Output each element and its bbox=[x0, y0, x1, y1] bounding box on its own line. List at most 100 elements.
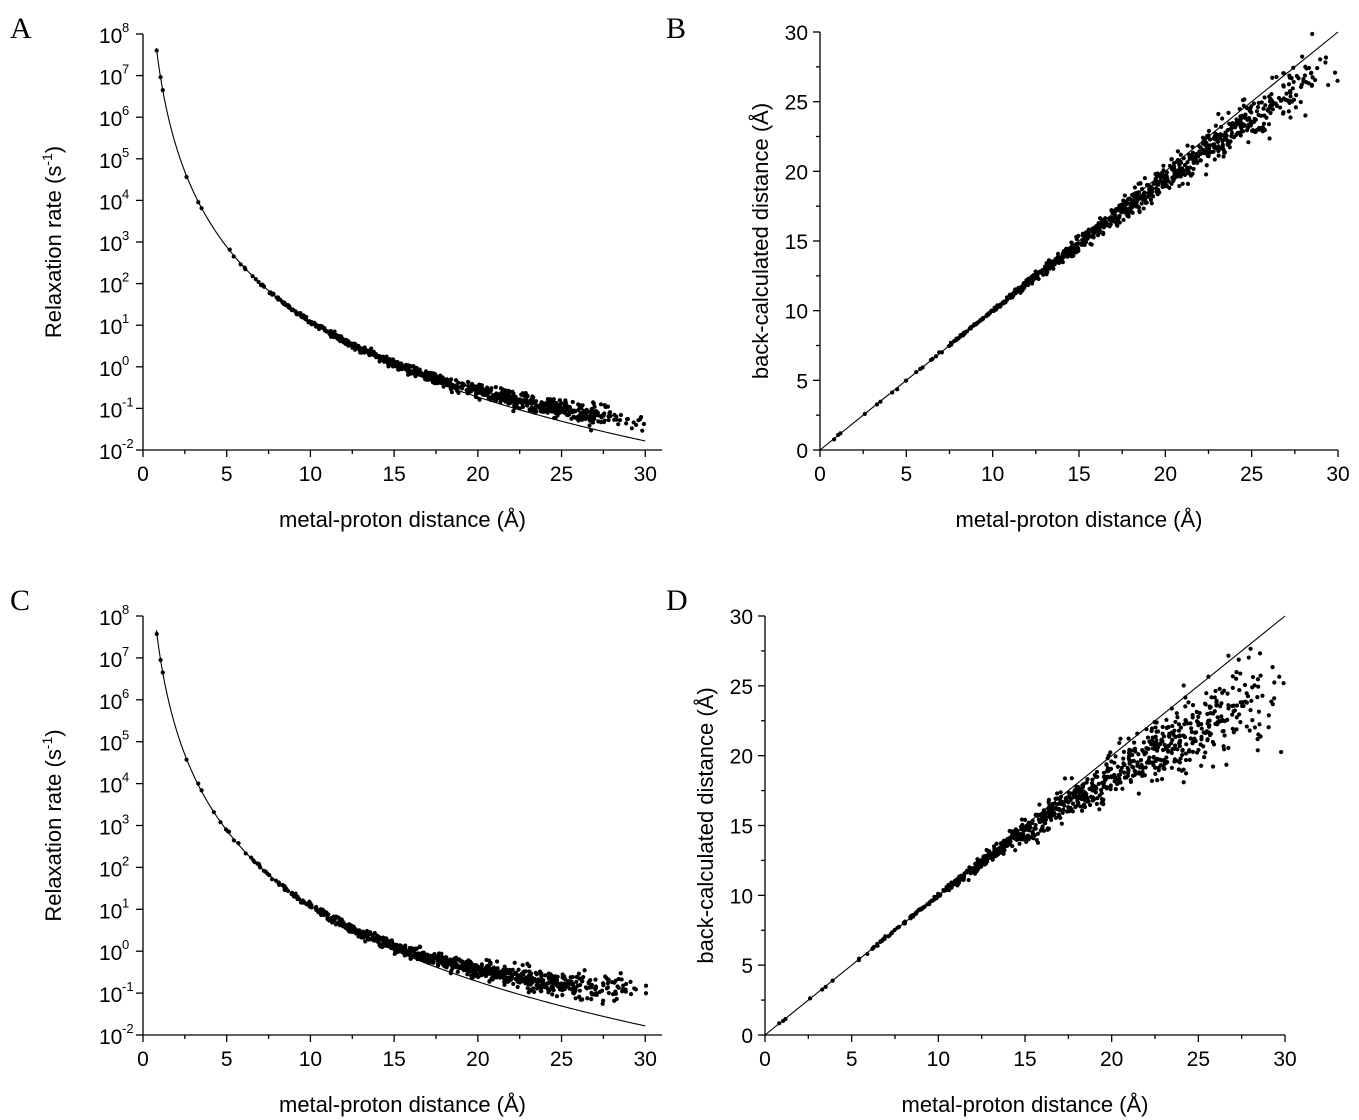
data-point bbox=[1097, 228, 1102, 233]
data-point bbox=[411, 953, 416, 959]
data-point bbox=[560, 992, 565, 998]
y-tick-base: 10 bbox=[99, 691, 122, 714]
data-point bbox=[1025, 835, 1030, 840]
data-point bbox=[437, 960, 442, 965]
data-point bbox=[577, 994, 582, 999]
data-point bbox=[1169, 765, 1174, 771]
data-point bbox=[365, 932, 370, 938]
data-point bbox=[455, 969, 460, 975]
data-point bbox=[1015, 831, 1020, 836]
data-point bbox=[1204, 691, 1209, 696]
data-point bbox=[601, 981, 606, 986]
data-point bbox=[569, 987, 574, 992]
data-point bbox=[614, 417, 619, 422]
data-point bbox=[1049, 259, 1054, 264]
data-point bbox=[517, 975, 522, 980]
data-point bbox=[1030, 830, 1035, 835]
data-point bbox=[1266, 713, 1271, 718]
data-point bbox=[1234, 715, 1239, 720]
data-point bbox=[1176, 722, 1182, 727]
x-tick-label: 0 bbox=[814, 463, 826, 486]
y-tick-label: 10 4 bbox=[99, 770, 129, 798]
data-point bbox=[1256, 709, 1262, 714]
data-point bbox=[1140, 747, 1145, 753]
data-point bbox=[1199, 734, 1204, 740]
data-point bbox=[1199, 763, 1204, 768]
data-point bbox=[538, 403, 543, 408]
data-point bbox=[1141, 740, 1147, 745]
data-point bbox=[1204, 140, 1209, 146]
data-point bbox=[1170, 737, 1175, 743]
data-point bbox=[865, 951, 870, 957]
data-point bbox=[1175, 149, 1181, 154]
data-point bbox=[561, 976, 566, 981]
data-point bbox=[1258, 673, 1263, 678]
data-point bbox=[1132, 769, 1137, 774]
data-point bbox=[263, 869, 268, 874]
data-point bbox=[589, 997, 594, 1002]
data-point bbox=[1278, 105, 1283, 110]
data-point bbox=[1198, 158, 1203, 163]
data-point bbox=[587, 985, 592, 990]
data-point bbox=[1248, 646, 1253, 651]
data-point bbox=[1302, 73, 1308, 78]
data-point bbox=[1156, 768, 1161, 773]
y-tick-label: 10 4 bbox=[99, 186, 129, 214]
data-point bbox=[1234, 703, 1240, 708]
data-point bbox=[1005, 839, 1010, 845]
data-point bbox=[890, 930, 895, 935]
data-point bbox=[933, 354, 939, 359]
data-point bbox=[158, 657, 163, 663]
data-point bbox=[1151, 763, 1156, 768]
y-tick-label: 20 bbox=[730, 746, 753, 769]
data-point bbox=[1035, 813, 1040, 818]
data-point bbox=[1120, 208, 1125, 213]
data-point bbox=[1042, 810, 1047, 815]
y-tick-base: 10 bbox=[99, 775, 122, 798]
y-tick-base: 10 bbox=[99, 25, 122, 48]
data-point bbox=[1075, 796, 1080, 801]
data-point bbox=[460, 962, 465, 967]
data-point bbox=[319, 325, 325, 330]
data-point bbox=[1190, 749, 1196, 754]
data-point bbox=[1097, 807, 1102, 812]
data-point bbox=[1182, 734, 1188, 740]
data-point bbox=[1114, 222, 1119, 227]
data-point bbox=[1194, 709, 1199, 715]
y-tick-label: 10 3 bbox=[99, 228, 129, 256]
x-tick-label: 30 bbox=[634, 463, 657, 486]
data-point bbox=[964, 329, 970, 334]
data-point bbox=[290, 890, 295, 895]
data-point bbox=[1108, 783, 1113, 788]
data-point bbox=[1213, 123, 1218, 128]
data-point bbox=[1043, 817, 1049, 822]
data-point bbox=[1315, 66, 1320, 71]
data-point bbox=[1217, 686, 1222, 692]
x-axis-title: metal-proton distance (Å) bbox=[279, 507, 526, 532]
data-point bbox=[1142, 175, 1147, 181]
data-point bbox=[1004, 295, 1010, 300]
data-point bbox=[160, 670, 165, 675]
fit-curve bbox=[155, 630, 646, 1027]
data-point bbox=[967, 865, 972, 870]
data-point bbox=[1097, 216, 1103, 221]
data-point bbox=[1117, 740, 1122, 746]
x-tick-label: 25 bbox=[1240, 463, 1263, 486]
data-point bbox=[1132, 191, 1138, 196]
data-point bbox=[964, 870, 969, 875]
data-point bbox=[1095, 796, 1100, 801]
y-tick-exponent: 7 bbox=[122, 62, 129, 77]
data-point bbox=[1234, 117, 1239, 122]
data-point bbox=[616, 422, 621, 427]
data-point bbox=[606, 990, 611, 996]
y-tick-label: 25 bbox=[730, 676, 753, 699]
data-point bbox=[1093, 784, 1098, 789]
y-axis-title-superscript: -1 bbox=[39, 153, 55, 166]
data-point bbox=[1255, 695, 1260, 700]
data-point bbox=[1201, 744, 1206, 749]
data-point bbox=[1112, 760, 1117, 765]
data-point bbox=[616, 976, 621, 982]
data-point bbox=[467, 960, 472, 965]
data-point bbox=[1238, 133, 1243, 138]
data-point bbox=[1149, 185, 1154, 190]
